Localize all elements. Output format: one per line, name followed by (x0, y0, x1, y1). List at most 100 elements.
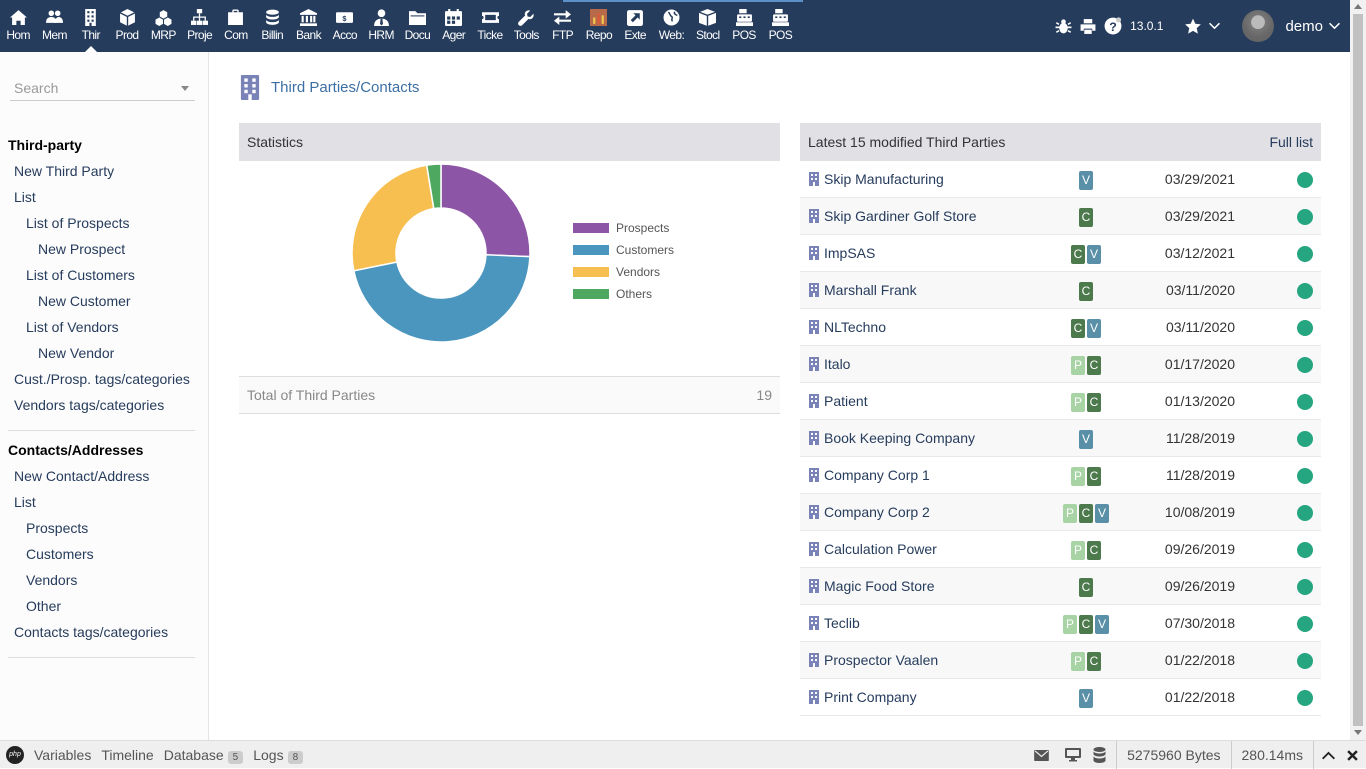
sidebar-item[interactable]: List of Vendors (26, 319, 119, 335)
sidebar-item[interactable]: Third-party (8, 137, 82, 153)
avatar[interactable] (1242, 10, 1275, 42)
module-15[interactable]: Tools (508, 0, 544, 52)
module-22[interactable]: POS (762, 0, 798, 52)
list-item[interactable]: Italo P C 01/17/2020 (800, 346, 1321, 383)
third-party-link[interactable]: Skip Manufacturing (824, 171, 944, 187)
list-item[interactable]: NLTechno C V 03/11/2020 (800, 309, 1321, 346)
sidebar-item[interactable]: List of Customers (26, 267, 135, 283)
sidebar-item[interactable]: Vendors tags/categories (14, 397, 165, 413)
list-item[interactable]: Company Corp 1 P C 11/28/2019 (800, 457, 1321, 494)
sidebar-item[interactable]: Contacts/Addresses (8, 442, 144, 458)
sidebar-item[interactable]: Vendors (26, 572, 78, 588)
legend-swatch[interactable] (573, 245, 609, 255)
sidebar-item[interactable]: New Vendor (38, 345, 115, 361)
list-item[interactable]: Skip Gardiner Golf Store C 03/29/2021 (800, 198, 1321, 235)
sidebar-item[interactable]: Customers (26, 546, 94, 562)
list-item[interactable]: Company Corp 2 P C V 10/08/2019 (800, 494, 1321, 531)
pie-slice-customers[interactable] (352, 254, 531, 343)
module-4[interactable]: Prod (109, 0, 145, 52)
pie-slice-prospects[interactable] (440, 163, 531, 258)
user-chevron-down-icon[interactable] (1329, 22, 1340, 30)
module-2[interactable]: Mem (36, 0, 72, 52)
legend-swatch[interactable] (573, 267, 609, 277)
third-party-link[interactable]: NLTechno (824, 319, 887, 335)
list-item[interactable]: Marshall Frank C 03/11/2020 (800, 272, 1321, 309)
memory-usage[interactable]: 5275960 Bytes (1116, 741, 1230, 769)
chevron-up-icon[interactable] (1313, 741, 1343, 769)
sidebar-item[interactable]: New Third Party (14, 163, 115, 179)
legend-label[interactable]: Vendors (616, 265, 660, 279)
sidebar-item[interactable]: New Customer (38, 293, 131, 309)
mail-icon[interactable] (1024, 741, 1059, 769)
list-item[interactable]: Skip Manufacturing V 03/29/2021 (800, 161, 1321, 198)
third-party-link[interactable]: Company Corp 2 (824, 504, 930, 520)
print-icon[interactable] (1079, 18, 1097, 35)
module-7[interactable]: Com (218, 0, 254, 52)
legend-label[interactable]: Customers (616, 243, 674, 257)
third-party-link[interactable]: Calculation Power (824, 541, 937, 557)
list-item[interactable]: Print Company V 01/22/2018 (800, 679, 1321, 716)
third-party-link[interactable]: Magic Food Store (824, 578, 935, 594)
debug-tab[interactable]: Database 5 (164, 747, 244, 764)
list-item[interactable]: ImpSAS C V 03/12/2021 (800, 235, 1321, 272)
sidebar-item[interactable]: List (14, 494, 36, 510)
list-item[interactable]: Magic Food Store C 09/26/2019 (800, 568, 1321, 605)
request-time[interactable]: 280.14ms (1230, 741, 1313, 769)
legend-swatch[interactable] (573, 223, 609, 233)
list-item[interactable]: Prospector Vaalen P C 01/22/2018 (800, 642, 1321, 679)
list-item[interactable]: Patient P C 01/13/2020 (800, 383, 1321, 420)
list-item[interactable]: Book Keeping Company V 11/28/2019 (800, 420, 1321, 457)
legend-label[interactable]: Prospects (616, 221, 669, 235)
module-10[interactable]: $ Acco (327, 0, 363, 52)
module-17[interactable]: Repo (581, 0, 617, 52)
sidebar-item[interactable]: List of Prospects (26, 215, 130, 231)
legend-swatch[interactable] (573, 289, 609, 299)
third-party-link[interactable]: ImpSAS (824, 245, 876, 261)
list-item[interactable]: Calculation Power P C 09/26/2019 (800, 531, 1321, 568)
third-party-link[interactable]: Patient (824, 393, 868, 409)
third-party-link[interactable]: Marshall Frank (824, 282, 917, 298)
third-party-link[interactable]: Skip Gardiner Golf Store (824, 208, 977, 224)
module-8[interactable]: Billin (254, 0, 290, 52)
sidebar-item[interactable]: Contacts tags/categories (14, 624, 169, 640)
third-party-link[interactable]: Print Company (824, 689, 917, 705)
bookmark-chevron-down-icon[interactable] (1209, 22, 1221, 30)
debug-tab[interactable]: Variables (34, 747, 91, 764)
sidebar-item[interactable]: Other (26, 598, 62, 614)
monitor-icon[interactable] (1059, 741, 1087, 769)
sidebar-item[interactable]: New Prospect (38, 241, 126, 257)
pie-slice-others[interactable] (425, 163, 442, 210)
module-21[interactable]: POS (726, 0, 762, 52)
bookmark-star-icon[interactable] (1184, 18, 1202, 35)
bug-icon[interactable] (1055, 18, 1072, 35)
pie-slice-vendors[interactable] (351, 164, 435, 272)
third-party-link[interactable]: Italo (824, 356, 851, 372)
third-party-link[interactable]: Book Keeping Company (824, 430, 975, 446)
search-dropdown-caret-icon[interactable] (181, 85, 189, 91)
module-3[interactable]: Thir (73, 0, 109, 52)
scrollbar-thumb[interactable] (1353, 14, 1363, 726)
close-icon[interactable] (1343, 741, 1366, 769)
php-logo-icon[interactable]: php (6, 746, 24, 764)
third-party-link[interactable]: Company Corp 1 (824, 467, 930, 483)
help-icon[interactable]: ? (1104, 17, 1122, 35)
legend-label[interactable]: Others (616, 287, 652, 301)
sidebar-item[interactable]: New Contact/Address (14, 468, 150, 484)
full-list-link[interactable]: Full list (1269, 134, 1313, 150)
module-13[interactable]: Ager (436, 0, 472, 52)
module-12[interactable]: Docu (399, 0, 435, 52)
module-6[interactable]: Proje (181, 0, 217, 52)
list-item[interactable]: Teclib P C V 07/30/2018 (800, 605, 1321, 642)
module-5[interactable]: MRP (145, 0, 181, 52)
third-party-link[interactable]: Teclib (824, 615, 860, 631)
module-1[interactable]: Hom (0, 0, 36, 52)
module-14[interactable]: Ticke (472, 0, 508, 52)
sidebar-item[interactable]: List (14, 189, 36, 205)
module-20[interactable]: Stocl (690, 0, 726, 52)
search-input[interactable]: Search (10, 76, 195, 101)
debug-tab[interactable]: Logs 8 (253, 747, 304, 764)
database-icon[interactable] (1087, 741, 1116, 769)
sidebar-item[interactable]: Cust./Prosp. tags/categories (14, 371, 190, 387)
debug-tab[interactable]: Timeline (101, 747, 153, 764)
module-19[interactable]: Web: (653, 0, 689, 52)
